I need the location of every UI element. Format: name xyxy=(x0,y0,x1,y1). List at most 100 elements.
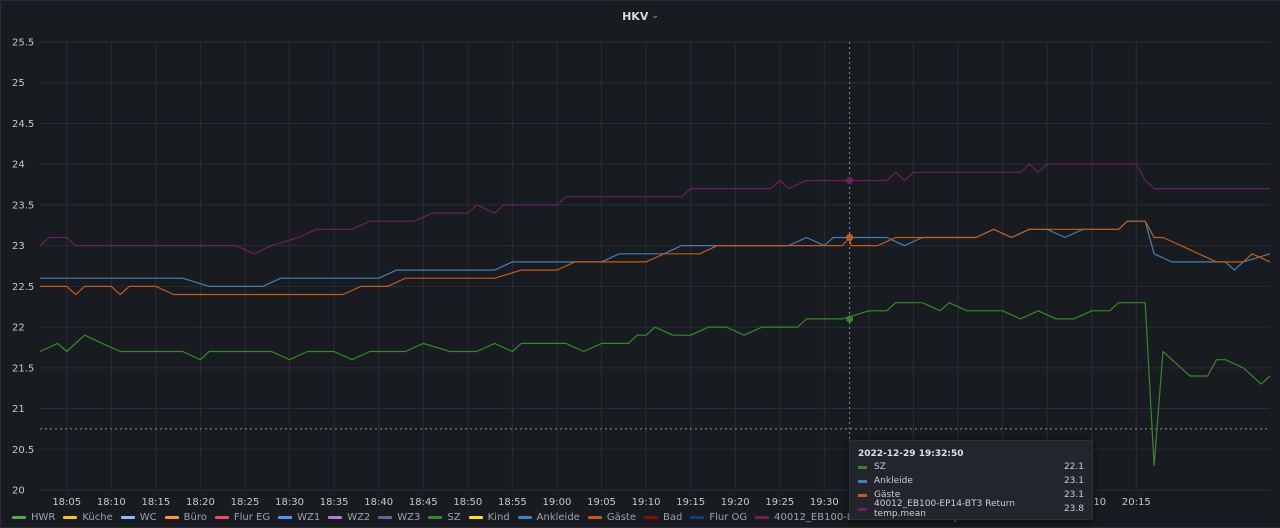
legend-swatch xyxy=(63,515,78,519)
legend-label: Gäste xyxy=(606,511,636,523)
hover-point-40012-eb100-ep14-bt3-return-temp-mean xyxy=(846,176,854,184)
tooltip-series-name: Gäste xyxy=(874,490,901,500)
tooltip-value: 23.1 xyxy=(1063,476,1084,486)
legend-label: Bad xyxy=(663,511,683,523)
tooltip-value: 23.1 xyxy=(1063,490,1084,500)
legend-label: WZ3 xyxy=(397,511,421,523)
legend-item[interactable]: WZ2 xyxy=(328,512,370,523)
legend-item[interactable]: Flur EG xyxy=(214,511,271,523)
legend-swatch xyxy=(517,515,532,519)
legend-item[interactable]: Büro xyxy=(164,511,207,523)
tooltip-swatch xyxy=(858,493,867,497)
chevron-down-icon[interactable]: ⌄ xyxy=(651,11,659,21)
x-tick-label: 18:45 xyxy=(409,497,438,508)
x-tick-label: 20:15 xyxy=(1122,497,1151,508)
legend-item[interactable]: Kind xyxy=(468,511,510,523)
y-tick-label: 25.5 xyxy=(12,38,34,49)
series-line-g-ste xyxy=(40,220,1271,296)
legend-label: WZ1 xyxy=(297,511,321,523)
legend-item[interactable]: WZ3 xyxy=(378,512,420,523)
legend-swatch xyxy=(755,515,770,519)
legend-label: Flur EG xyxy=(233,511,271,523)
tooltip-row: 40012_EB100-EP14-BT3 Return temp.mean 23.… xyxy=(858,499,1084,519)
legend-label: WC xyxy=(139,511,157,523)
legend-label: Küche xyxy=(82,511,113,523)
x-tick-label: 18:40 xyxy=(364,497,393,508)
y-tick-label: 21 xyxy=(12,404,25,415)
panel-header[interactable]: HKV ⌄ xyxy=(1,1,1280,31)
legend-swatch xyxy=(690,515,705,519)
tooltip-series-name: SZ xyxy=(874,462,886,472)
legend-item[interactable]: HWR xyxy=(12,512,55,523)
x-tick-label: 18:50 xyxy=(453,497,482,508)
legend-item[interactable]: Ankleide xyxy=(517,511,580,523)
tooltip-series-name: 40012_EB100-EP14-BT3 Return temp.mean xyxy=(874,499,1016,519)
x-tick-label: 18:20 xyxy=(186,497,215,508)
y-tick-label: 23 xyxy=(12,241,25,252)
y-tick-label: 22.5 xyxy=(12,282,34,293)
x-tick-label: 19:25 xyxy=(765,497,794,508)
series-line-sz xyxy=(39,302,1271,467)
x-tick-label: 19:15 xyxy=(676,497,705,508)
tooltip-row: Gäste 23.1 xyxy=(858,489,1084,501)
x-tick-label: 19:00 xyxy=(543,497,572,508)
tooltip-row: SZ 22.1 xyxy=(858,461,1084,473)
legend-item[interactable]: Gäste xyxy=(587,511,636,523)
legend-label: HWR xyxy=(31,511,56,523)
x-tick-label: 19:05 xyxy=(587,497,616,508)
tooltip-swatch xyxy=(858,507,867,511)
y-tick-label: 20 xyxy=(12,486,25,497)
tooltip-value: 22.1 xyxy=(1063,462,1084,472)
tooltip-row: Ankleide 23.1 xyxy=(858,475,1084,487)
legend-swatch xyxy=(164,515,179,519)
legend-swatch xyxy=(12,515,26,519)
legend-label: WZ2 xyxy=(347,511,371,523)
legend-label: Ankleide xyxy=(536,511,580,523)
legend-swatch xyxy=(278,515,293,519)
legend-swatch xyxy=(378,515,393,519)
legend-swatch xyxy=(120,515,135,519)
hover-point-sz xyxy=(846,315,854,323)
series-line-40012-eb100-ep14-bt3-return-temp-mean xyxy=(39,163,1270,255)
legend-item[interactable]: Bad xyxy=(644,512,682,523)
x-tick-label: 19:30 xyxy=(810,497,839,508)
hover-point-g-ste xyxy=(846,233,854,241)
legend-label: Büro xyxy=(183,511,207,523)
legend-item[interactable]: SZ xyxy=(428,511,461,523)
legend-swatch xyxy=(214,515,229,519)
y-tick-label: 20.5 xyxy=(12,445,34,456)
tooltip-time: 2022-12-29 19:32:50 xyxy=(858,449,964,459)
x-tick-label: 18:05 xyxy=(52,497,81,508)
tooltip-value: 23.8 xyxy=(1063,504,1084,514)
legend-item[interactable]: WZ1 xyxy=(278,512,320,523)
legend-item[interactable]: WC xyxy=(120,511,157,523)
legend-label: Kind xyxy=(487,511,510,523)
y-tick-label: 24 xyxy=(12,160,25,171)
x-tick-label: 19:20 xyxy=(721,497,750,508)
y-tick-label: 24.5 xyxy=(12,119,34,130)
tooltip-series-name: Ankleide xyxy=(874,476,913,486)
legend-swatch xyxy=(468,515,483,519)
x-tick-label: 18:15 xyxy=(141,497,170,508)
x-tick-label: 18:10 xyxy=(97,497,126,508)
tooltip-swatch xyxy=(858,465,867,469)
chart-tooltip: 2022-12-29 19:32:50 SZ 22.1 Ankleide 23.1 Gä… xyxy=(849,440,1093,520)
legend-label: Flur OG xyxy=(709,511,748,523)
x-tick-label: 18:30 xyxy=(275,497,304,508)
y-tick-label: 22 xyxy=(12,323,25,334)
tooltip-swatch xyxy=(858,479,867,483)
legend-swatch xyxy=(587,515,602,519)
series-line-ankleide xyxy=(40,220,1271,287)
x-tick-label: 18:25 xyxy=(231,497,260,508)
y-tick-label: 21.5 xyxy=(12,363,34,374)
legend-item[interactable]: Flur OG xyxy=(690,512,747,523)
x-tick-label: 18:55 xyxy=(498,497,527,508)
y-tick-label: 25 xyxy=(12,78,25,89)
x-tick-label: 18:35 xyxy=(320,497,349,508)
legend-item[interactable]: Küche xyxy=(63,511,113,523)
panel-title[interactable]: HKV xyxy=(622,9,649,23)
legend-swatch xyxy=(428,515,443,519)
legend-swatch xyxy=(328,515,343,519)
legend-label: SZ xyxy=(447,511,461,523)
